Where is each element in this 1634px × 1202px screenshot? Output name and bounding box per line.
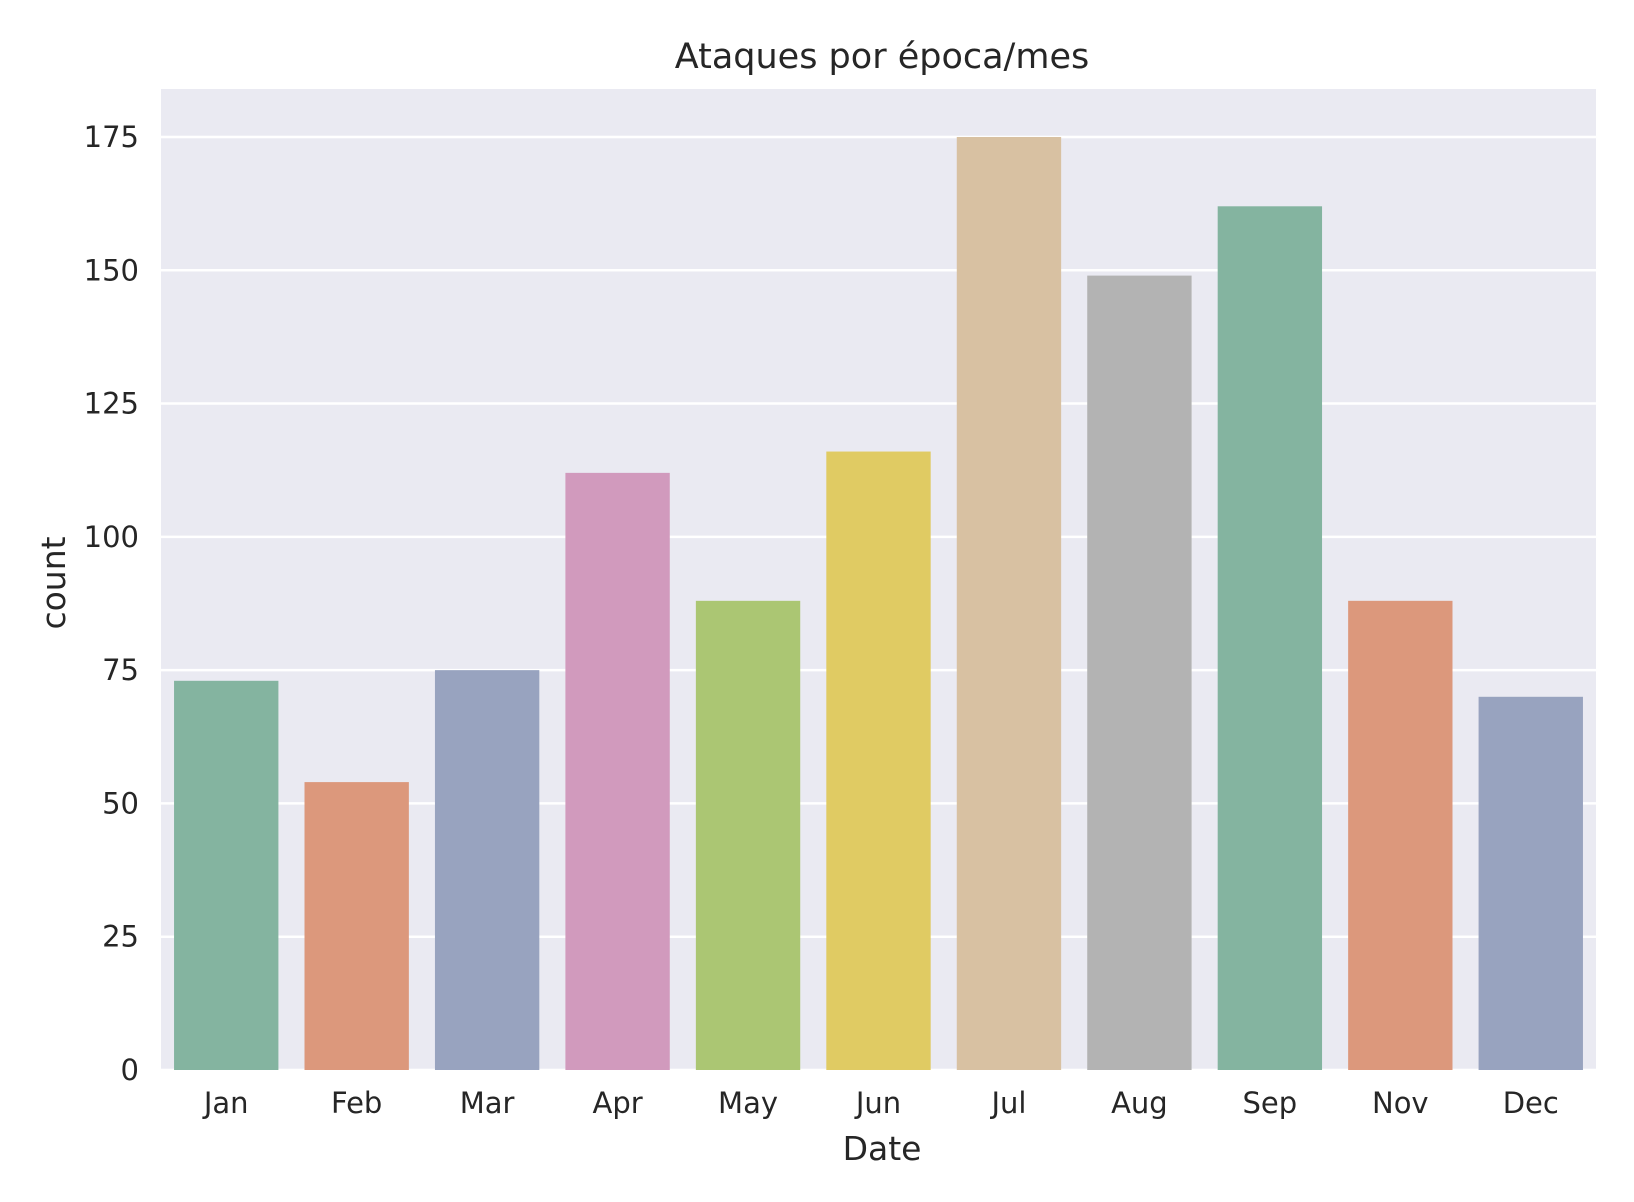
bar-sep [1217, 206, 1323, 1071]
y-tick-label: 0 [121, 1053, 139, 1087]
y-tick-label: 175 [84, 120, 139, 154]
x-tick-label: Jan [202, 1086, 249, 1120]
y-tick-label: 125 [84, 387, 139, 421]
x-tick-label: Mar [460, 1086, 515, 1120]
bar-jan [174, 680, 279, 1070]
y-tick-label: 25 [102, 920, 139, 954]
y-tick-label: 100 [84, 520, 139, 554]
bars [174, 136, 1583, 1071]
bar-feb [304, 782, 409, 1070]
bar-mar [434, 670, 540, 1070]
chart-title: Ataques por época/mes [675, 37, 1089, 77]
bar-jul [956, 136, 1062, 1070]
bar-apr [565, 472, 670, 1070]
x-axis-label: Date [843, 1129, 922, 1168]
x-tick-label: Apr [593, 1086, 643, 1120]
x-tick-label: Jul [989, 1086, 1026, 1120]
y-tick-label: 50 [102, 786, 139, 820]
bar-jun [826, 451, 931, 1071]
bar-nov [1348, 600, 1453, 1070]
x-tick-label: Feb [331, 1086, 382, 1120]
y-axis-ticks: 0 25 50 75 100 125 150 175 [84, 120, 139, 1087]
x-tick-label: Dec [1503, 1086, 1559, 1120]
y-tick-label: 150 [84, 253, 139, 287]
bar-may [695, 600, 801, 1070]
x-tick-label: Aug [1111, 1086, 1168, 1120]
bar-dec [1478, 696, 1583, 1070]
y-tick-label: 75 [102, 653, 139, 687]
x-tick-label: Nov [1372, 1086, 1429, 1120]
x-tick-label: Sep [1243, 1086, 1298, 1120]
x-tick-label: Jun [854, 1086, 901, 1120]
x-axis-ticks: Jan Feb Mar Apr May Jun Jul Aug Sep Nov Dec [202, 1086, 1559, 1120]
x-tick-label: May [718, 1086, 778, 1120]
bar-aug [1087, 275, 1192, 1070]
y-axis-label: count [34, 536, 73, 629]
